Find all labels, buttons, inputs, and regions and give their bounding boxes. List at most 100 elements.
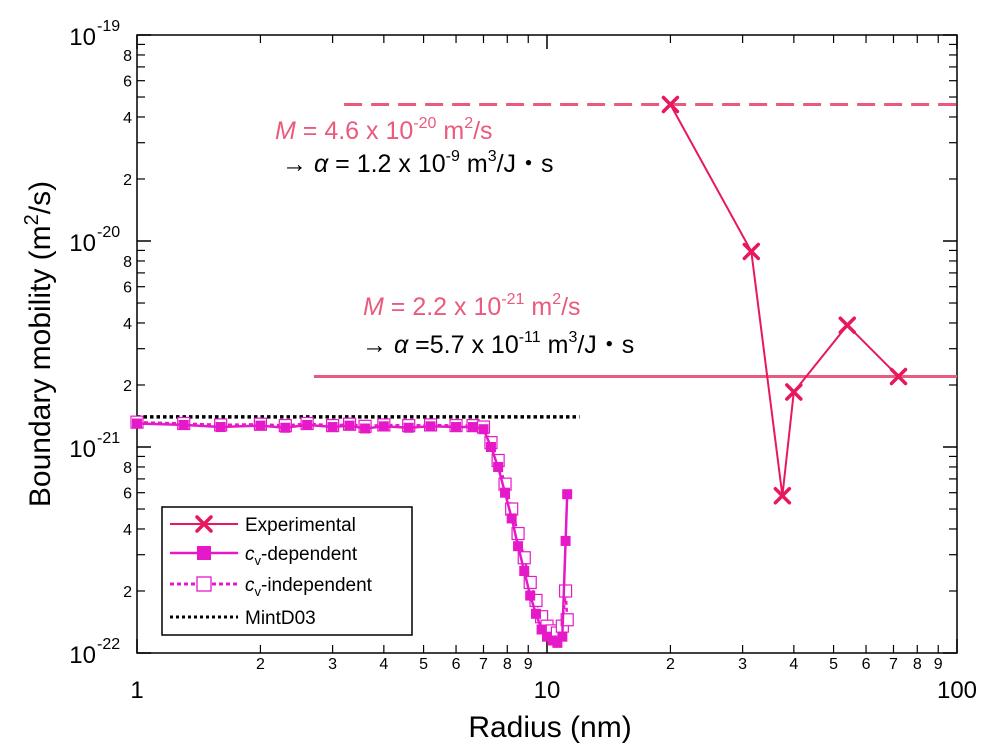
legend-item-cv-dependent: cv-dependent [170, 544, 358, 568]
series-experimental-point-stroke [661, 95, 680, 114]
series-experimental-point [661, 95, 680, 114]
x-minor-tick-label: 3 [738, 656, 747, 673]
legend-label-cv-dependent: cv-dependent [245, 544, 358, 568]
annotation-2-line1: M = 2.2 x 10-21 m2/s [363, 291, 581, 321]
legend-item-experimental: Experimental [170, 515, 356, 536]
series-cv-dependent-point [403, 422, 414, 433]
series-layer [130, 95, 908, 648]
series-cv-dependent-point [542, 631, 552, 642]
y-minor-tick-label: 2 [123, 584, 132, 601]
y-major-tick-label: 10 [69, 24, 96, 51]
annotation-2-alpha-unit-sup: 3 [568, 329, 577, 346]
series-cv-dependent-point [302, 419, 313, 430]
x-major-tick-label: 10 [534, 677, 561, 704]
y-axis-label-main: Boundary mobility (m [24, 225, 57, 507]
legend-label-cv-independent: cv-independent [245, 575, 373, 599]
y-axis-label: Boundary mobility (m2/s) [21, 181, 57, 507]
x-minor-tick-label: 5 [419, 656, 428, 673]
series-experimental-point-stroke [742, 242, 761, 261]
annotation-1-unit: m [436, 117, 464, 145]
y-minor-tick-label: 2 [123, 172, 132, 189]
x-minor-tick-label: 6 [862, 656, 871, 673]
x-minor-tick-label: 2 [666, 656, 675, 673]
legend-box [161, 506, 413, 636]
x-minor-tick-label: 3 [328, 656, 337, 673]
y-minor-tick-label: 6 [123, 280, 132, 297]
annotation-1-value: = 4.6 x 10 [296, 117, 413, 145]
y-major-tick-label: 10 [69, 436, 96, 463]
series-experimental-point-stroke [785, 383, 803, 401]
series-cv-dependent-point [327, 422, 338, 433]
x-minor-tick-label: 9 [934, 656, 943, 673]
y-minor-tick-label: 8 [123, 48, 132, 65]
y-minor-tick-label: 6 [123, 486, 132, 503]
annotation-1-unit-sup: 2 [464, 115, 473, 132]
annotation-1-alpha-value: = 1.2 x 10 [328, 150, 445, 178]
annotation-1-alpha-unit-sup: 3 [488, 148, 497, 165]
annotation-1-alpha-unit-tail: /J・s [497, 150, 554, 178]
annotation-2-unit-sup: 2 [552, 291, 561, 308]
series-experimental-point [785, 383, 803, 401]
x-major-tick-label: 100 [937, 677, 977, 704]
series-cv-dependent-point [519, 566, 530, 577]
reference-lines [313, 102, 957, 378]
series-cv-dependent-point [451, 422, 462, 433]
annotation-1-line2: → α = 1.2 x 10-9 m3/J・s [282, 148, 554, 178]
series-experimental-point [773, 486, 792, 505]
annotation-2-arrow: → [362, 331, 394, 359]
series-cv-dependent-point [425, 421, 436, 432]
series-experimental-point [889, 367, 908, 386]
annotation-2-alpha-exp: -11 [519, 329, 541, 346]
x-minor-tick-label: 6 [452, 656, 461, 673]
x-minor-tick-label: 8 [913, 656, 922, 673]
x-minor-tick-label: 5 [829, 656, 838, 673]
axis-ticks [136, 34, 958, 654]
series-cv-dependent-point [547, 635, 558, 646]
legend-item-cv-independent: cv-independent [170, 575, 373, 599]
annotation-2-alpha-unit: m [541, 331, 569, 359]
series-cv-dependent-point [530, 608, 541, 619]
annotation-1-unit-tail: /s [473, 117, 492, 145]
series-cv-dependent-point [344, 420, 355, 431]
series-experimental-point-stroke [889, 367, 908, 386]
annotation-1-arrow: → [282, 150, 314, 178]
annotation-1-alpha: α [314, 150, 329, 178]
y-minor-tick-label: 8 [123, 254, 132, 271]
series-cv-dependent-point [360, 423, 371, 434]
series-experimental-point [742, 242, 761, 261]
series-cv-dependent-point [562, 489, 573, 500]
series-cv-dependent-point [525, 590, 536, 601]
y-major-tick-label: 10 [69, 642, 96, 669]
legend-label-experimental: Experimental [245, 515, 356, 536]
y-minor-tick-label: 4 [123, 110, 132, 127]
annotation-2-var: M [363, 293, 384, 321]
series-cv-dependent-point [485, 442, 496, 452]
series-cv-dependent-point [552, 637, 563, 648]
annotation-2-value: = 2.2 x 10 [384, 293, 501, 321]
annotation-2-alpha: α [394, 331, 409, 359]
y-major-tick-label-exp: -19 [97, 18, 120, 35]
y-minor-tick-label: 6 [123, 74, 132, 91]
legend: Experimental cv-dependent cv-independent… [161, 506, 413, 636]
x-minor-tick-label: 4 [379, 656, 388, 673]
series-experimental-line [669, 104, 900, 496]
x-major-tick-label: 1 [130, 677, 143, 704]
series-cv-dependent-point [132, 418, 142, 429]
annotation-1-var: M [275, 117, 296, 145]
series-cv-dependent-point [500, 487, 511, 498]
annotation-1-alpha-exp: -9 [446, 148, 460, 165]
x-minor-tick-label: 4 [789, 656, 798, 673]
x-minor-tick-label: 7 [889, 656, 898, 673]
series-cv-independent-point [558, 584, 573, 598]
legend-label-mintd03: MintD03 [245, 608, 316, 629]
series-cv-dependent-point [378, 421, 389, 432]
series-experimental-point-stroke [838, 316, 857, 334]
x-axis-label: Radius (nm) [468, 711, 631, 744]
y-major-tick-label-exp: -22 [97, 636, 120, 653]
y-axis-label-sup: 2 [21, 214, 43, 225]
x-minor-tick-label: 8 [503, 656, 512, 673]
y-minor-tick-label: 4 [123, 316, 132, 333]
series-cv-dependent-point [513, 541, 524, 552]
